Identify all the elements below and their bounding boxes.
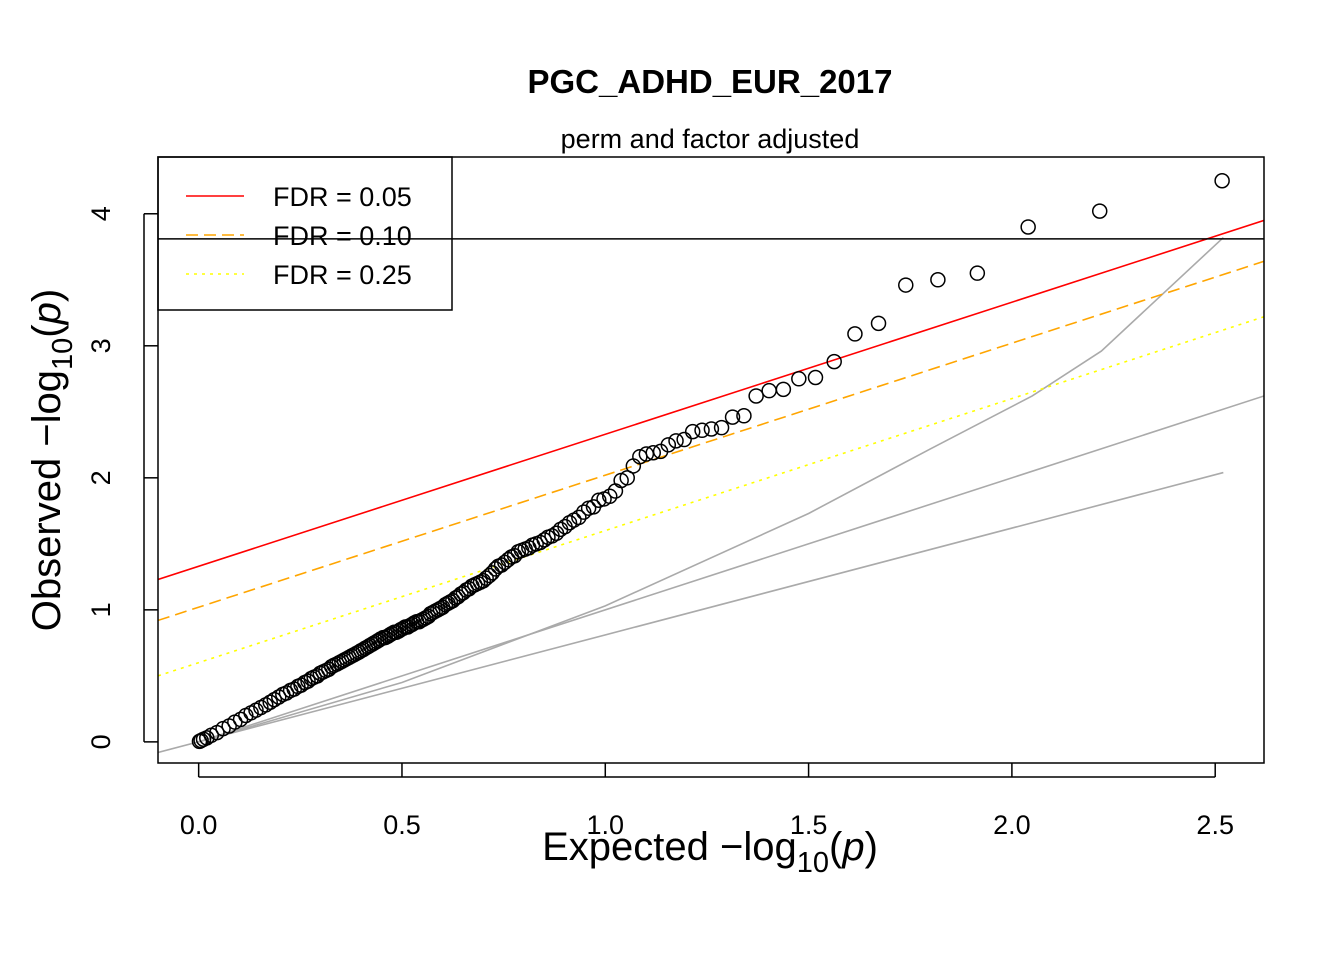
y-axis-label-subscript: 10 <box>47 338 79 370</box>
fdr-line-2 <box>158 315 1264 677</box>
y-tick-label-0: 0 <box>86 734 116 749</box>
data-point-2 <box>1020 219 1036 235</box>
data-point-137 <box>290 678 306 695</box>
data-point-30 <box>607 483 624 499</box>
x-tick-label-4: 2.0 <box>993 810 1031 840</box>
x-axis-label-subscript: 10 <box>797 847 829 879</box>
x-tick-label-2: 1.0 <box>587 810 625 840</box>
y-tick-label-4: 4 <box>86 206 116 221</box>
x-axis-label-open: ( <box>829 825 843 869</box>
reference-curve-1 <box>198 395 1264 743</box>
x-tick-label-3: 1.5 <box>790 810 828 840</box>
data-point-1 <box>1091 203 1108 219</box>
chart-subtitle: perm and factor adjusted <box>561 124 860 154</box>
data-point-42 <box>548 525 565 542</box>
reference-curve-0 <box>158 471 1224 754</box>
chart-title: PGC_ADHD_EUR_2017 <box>528 63 893 100</box>
data-point-25 <box>638 446 655 462</box>
x-tick-label-0: 0.0 <box>180 810 218 840</box>
y-axis: 0 1 2 3 4 <box>86 206 158 749</box>
data-point-44 <box>540 529 556 545</box>
fdr-threshold-lines <box>158 219 1264 677</box>
y-axis-label: Observed −log10(p) <box>25 289 79 631</box>
y-tick-label-1: 1 <box>86 602 116 617</box>
data-point-36 <box>575 504 592 520</box>
x-tick-label-5: 2.5 <box>1196 810 1234 840</box>
data-point-11 <box>775 381 792 398</box>
data-point-8 <box>826 353 842 370</box>
data-point-6 <box>870 315 887 332</box>
x-axis-label: Expected −log10(p) <box>542 825 878 879</box>
x-axis-label-close: ) <box>865 825 878 869</box>
plot-title: PGC_ADHD_EUR_2017 perm and factor adjust… <box>528 63 893 154</box>
data-point-19 <box>684 423 701 440</box>
data-point-12 <box>761 382 777 399</box>
data-point-142 <box>271 689 287 705</box>
data-point-143 <box>266 691 283 708</box>
data-point-10 <box>791 371 807 387</box>
plot-frame <box>157 156 1265 764</box>
y-axis-label-text: Observed −log <box>25 370 69 631</box>
fdr-line-0 <box>158 219 1264 581</box>
data-point-21 <box>668 433 684 449</box>
data-point-27 <box>625 458 642 474</box>
data-point-9 <box>807 369 824 386</box>
y-tick-label-3: 3 <box>86 338 116 353</box>
y-axis-label-close: ) <box>25 289 69 302</box>
data-point-32 <box>596 491 612 507</box>
data-point-5 <box>898 277 914 293</box>
data-point-159 <box>191 733 208 750</box>
x-axis: 0.0 0.5 1.0 1.5 2.0 2.5 <box>180 763 1234 840</box>
reference-curve-2 <box>198 236 1224 743</box>
data-point-0 <box>1214 173 1230 189</box>
data-point-141 <box>275 686 291 703</box>
x-axis-label-text: Expected −log <box>542 825 797 869</box>
data-point-17 <box>703 421 720 437</box>
data-point-35 <box>580 500 597 516</box>
data-point-18 <box>694 422 710 439</box>
data-point-13 <box>748 388 764 404</box>
reference-lines <box>158 236 1264 754</box>
legend: FDR = 0.05 FDR = 0.10 FDR = 0.25 <box>157 156 453 311</box>
y-axis-label-italic: p <box>25 302 69 325</box>
data-point-16 <box>713 419 730 436</box>
data-point-7 <box>847 326 863 342</box>
fdr-line-1 <box>158 260 1264 622</box>
legend-label-fdr-010: FDR = 0.10 <box>273 221 412 251</box>
data-point-70 <box>455 584 472 601</box>
data-point-139 <box>282 682 299 699</box>
y-tick-label-2: 2 <box>86 470 116 485</box>
data-point-20 <box>676 431 692 448</box>
x-axis-label-italic: p <box>841 825 864 869</box>
x-tick-label-1: 0.5 <box>383 810 421 840</box>
legend-box <box>157 156 453 311</box>
legend-label-fdr-005: FDR = 0.05 <box>273 182 412 212</box>
data-point-14 <box>736 408 752 424</box>
data-points <box>191 173 1230 750</box>
data-point-4 <box>930 272 946 288</box>
data-point-15 <box>724 409 741 425</box>
data-point-3 <box>969 265 986 281</box>
legend-label-fdr-025: FDR = 0.25 <box>273 260 412 290</box>
y-axis-label-open: ( <box>25 324 69 338</box>
data-point-144 <box>262 694 278 711</box>
